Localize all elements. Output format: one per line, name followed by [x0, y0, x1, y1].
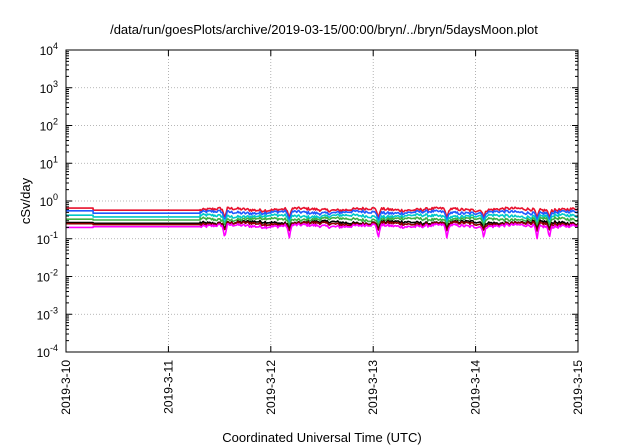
y-tick-label: 10-3 [37, 305, 58, 322]
y-tick-label: 103 [40, 79, 58, 96]
x-tick-label: 2019-3-15 [571, 360, 585, 415]
y-tick-label: 102 [40, 117, 58, 134]
y-tick-label: 101 [40, 154, 58, 171]
y-tick-labels: 10-4 10-3 10-2 10-1 100 101 102 103 104 [37, 41, 58, 360]
y-tick-label: 104 [40, 41, 58, 58]
series-layer [66, 206, 579, 240]
x-tick-label: 2019-3-10 [59, 360, 73, 415]
chart-title: /data/run/goesPlots/archive/2019-03-15/0… [110, 22, 538, 37]
y-tick-label: 10-4 [37, 343, 58, 360]
x-tick-labels: 2019-3-10 2019-3-11 2019-3-12 2019-3-13 2019… [59, 360, 585, 415]
y-tick-label: 10-2 [37, 268, 58, 285]
x-tick-label: 2019-3-11 [161, 360, 175, 414]
x-tick-label: 2019-3-13 [366, 360, 380, 415]
x-tick-label: 2019-3-12 [264, 360, 278, 415]
x-axis-label: Coordinated Universal Time (UTC) [222, 430, 421, 445]
y-tick-label: 100 [40, 192, 58, 209]
series-line-1 [66, 206, 579, 219]
series-line-3 [66, 212, 579, 225]
y-tick-label: 10-1 [37, 230, 58, 247]
x-tick-label: 2019-3-14 [469, 360, 483, 415]
series-line-2 [66, 209, 579, 222]
series-line-4 [66, 216, 579, 227]
series-line-6 [66, 220, 579, 232]
series-line-7 [66, 222, 579, 240]
grid [66, 50, 578, 352]
tick-marks [65, 49, 579, 353]
y-axis-label: cSv/day [18, 177, 33, 224]
